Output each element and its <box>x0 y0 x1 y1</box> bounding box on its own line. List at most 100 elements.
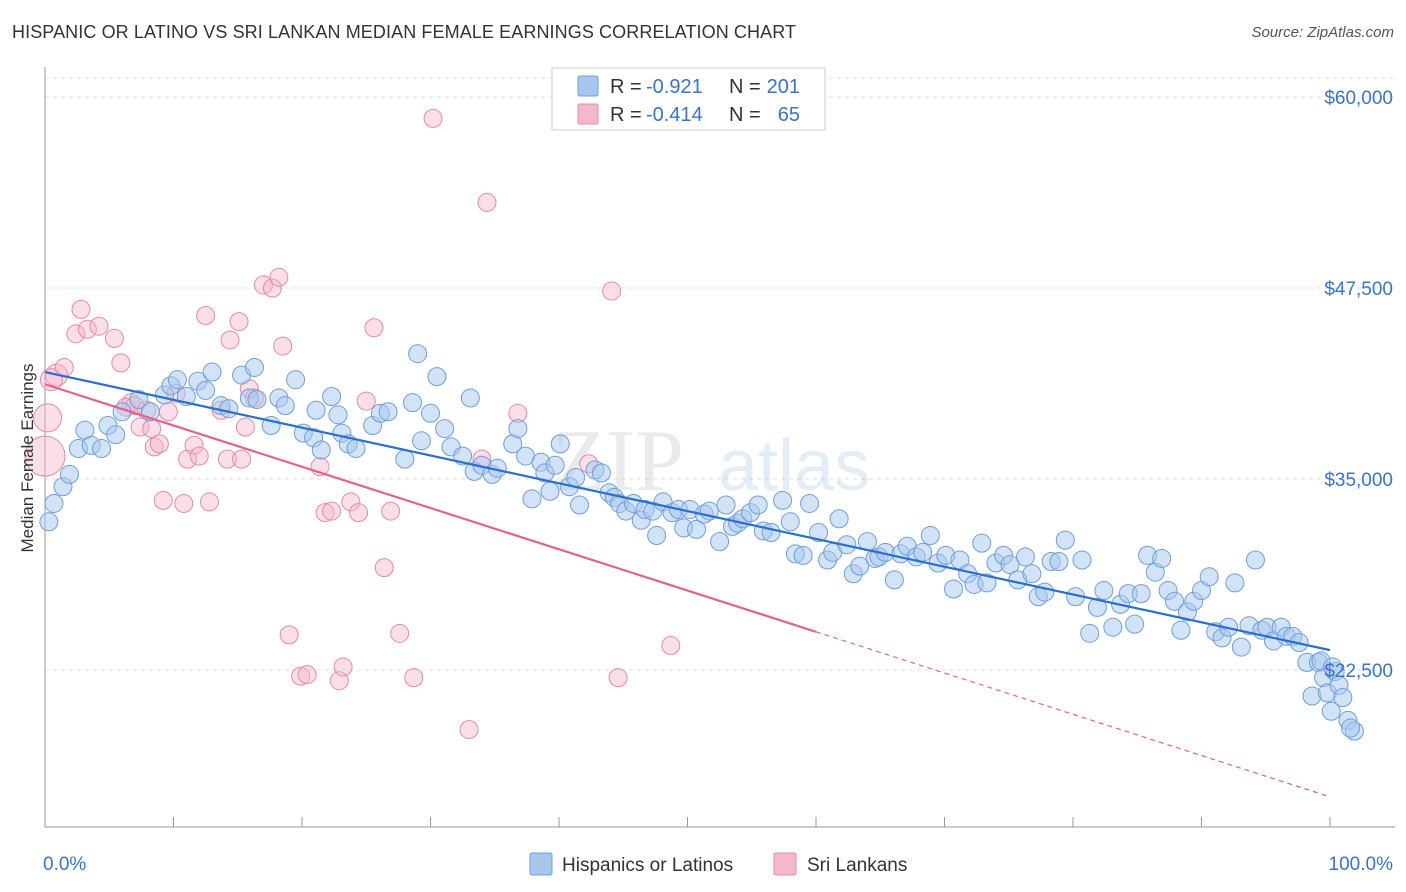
hispanics-point <box>408 344 428 364</box>
sri-lankans-point <box>149 434 169 454</box>
hispanics-point <box>829 509 849 529</box>
sri-lankans-point <box>144 437 164 457</box>
hispanics-point <box>322 386 342 406</box>
hispanics-point <box>800 493 820 513</box>
hispanics-point <box>913 542 933 562</box>
hispanics-point <box>780 512 800 532</box>
sri-lankans-point <box>77 319 97 339</box>
sri-lankans-point <box>390 623 410 643</box>
sri-lankans-point <box>111 353 131 373</box>
hispanics-point <box>647 526 667 546</box>
hispanics-point <box>716 495 736 515</box>
hispanics-point <box>311 440 331 460</box>
hispanics-trend-line <box>44 370 1331 652</box>
sri-lankans-point <box>333 657 353 677</box>
sri-lankans-point <box>374 558 394 578</box>
sri-lankans-point <box>381 501 401 521</box>
y-tick-label: $47,500 <box>1324 279 1393 300</box>
trend-lines <box>44 370 1331 798</box>
sri-lankans-point <box>297 665 317 685</box>
sri-lankans-point <box>341 492 361 512</box>
hispanics-point <box>972 533 992 553</box>
hispanics-point <box>1225 573 1245 593</box>
sri-lankans-point <box>196 306 216 326</box>
sri-lankans-point <box>235 417 255 437</box>
hispanics-point <box>943 579 963 599</box>
sri-lankans-point <box>477 192 497 212</box>
hispanics-point <box>710 532 730 552</box>
hispanics-point <box>1015 547 1035 567</box>
watermark: ZIP atlas <box>552 413 870 510</box>
sri-lankans-point <box>189 446 209 466</box>
sri-lankans-point <box>661 636 681 656</box>
sri-lankans-point <box>220 330 240 350</box>
sri-lankans-point <box>89 316 109 336</box>
sri-lankans-point <box>291 666 311 686</box>
hispanics-point <box>59 464 79 484</box>
hispanics-point <box>793 545 813 565</box>
hispanics-point <box>977 573 997 593</box>
sri-lankans-point <box>66 324 86 344</box>
sri-lankans-point <box>174 493 194 513</box>
legend-n-label: N = <box>729 76 761 98</box>
sri-lankans-point <box>423 108 443 128</box>
hispanics-point <box>773 490 793 510</box>
hispanics-point <box>850 556 870 576</box>
hispanics-point <box>460 388 480 408</box>
hispanics-point <box>686 519 706 539</box>
watermark-atlas: atlas <box>718 426 870 506</box>
hispanics-point <box>522 489 542 509</box>
hispanics-point <box>1231 637 1251 657</box>
sri-lankans-point <box>349 503 369 523</box>
legend-swatch-blue <box>577 75 599 97</box>
legend-n-value: 201 <box>767 76 800 98</box>
legend-label-sri-lankans: Sri Lankans <box>807 855 907 876</box>
y-tick-label: $22,500 <box>1324 661 1393 682</box>
hispanics-point <box>1055 530 1075 550</box>
sri-lankans-point <box>356 391 376 411</box>
hispanics-point <box>1131 584 1151 604</box>
legend-swatch-pink <box>773 852 797 876</box>
hispanics-point <box>1323 657 1343 677</box>
hispanics-point <box>566 467 586 487</box>
sri-lankans-point <box>315 503 335 523</box>
sri-lankans-point <box>279 625 299 645</box>
axes <box>44 67 1395 828</box>
hispanics-point <box>508 419 528 439</box>
hispanics-point <box>1245 550 1265 570</box>
hispanics-point <box>1094 581 1114 601</box>
hispanics-point <box>1125 614 1145 634</box>
sri-lankans-point <box>262 278 282 298</box>
chart-title: HISPANIC OR LATINO VS SRI LANKAN MEDIAN … <box>12 22 797 42</box>
hispanics-point <box>92 438 112 458</box>
hispanics-point <box>1152 548 1172 568</box>
hispanics-point <box>550 434 570 454</box>
sri-lankans-point <box>158 402 178 422</box>
legend-label-hispanics: Hispanics or Latinos <box>562 855 733 876</box>
sri-lankans-point <box>71 299 91 319</box>
legend-r-label: R = <box>610 104 642 126</box>
hispanics-points <box>39 344 1364 741</box>
hispanics-point <box>247 390 267 410</box>
hispanics-point <box>1022 564 1042 584</box>
sri-lankans-point <box>153 490 173 510</box>
sri-lankans-point <box>33 403 63 433</box>
sri-lankans-point <box>184 435 204 455</box>
sri-lankans-point <box>104 328 124 348</box>
hispanics-point <box>1199 567 1219 587</box>
correlation-legend: R = -0.921 N = 201 R = -0.414 N = 65 <box>551 67 826 131</box>
sri-lankans-point <box>364 318 384 338</box>
hispanics-point <box>346 438 366 458</box>
hispanics-point <box>1103 617 1123 637</box>
sri-lankans-point <box>404 668 424 688</box>
legend-n-label: N = <box>729 104 761 126</box>
hispanics-point <box>39 512 59 532</box>
hispanics-point <box>167 370 187 390</box>
sri-lankans-point <box>459 720 479 740</box>
hispanics-point <box>106 425 126 445</box>
hispanics-point <box>761 522 781 542</box>
hispanics-point <box>545 455 565 475</box>
hispanics-point <box>1333 688 1353 708</box>
hispanics-point <box>748 495 768 515</box>
